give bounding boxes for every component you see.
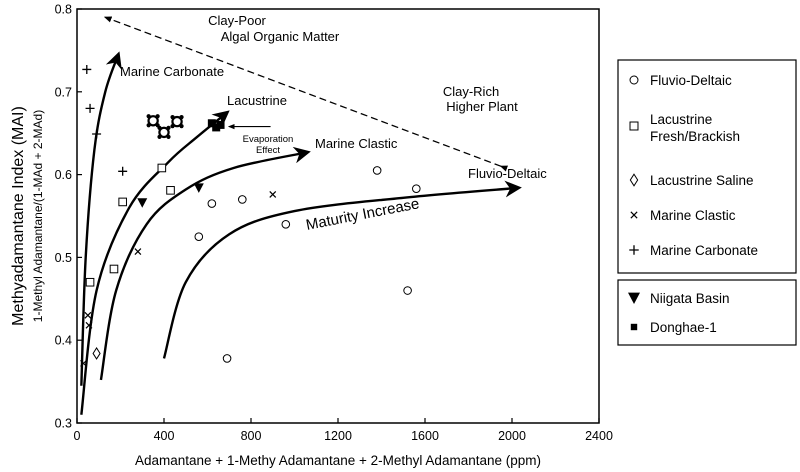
data-point: [157, 163, 167, 173]
data-point: [92, 129, 102, 139]
y-tick-label: 0.3: [55, 417, 72, 431]
x-tick-label: 1200: [324, 429, 352, 443]
special-point: [157, 125, 171, 139]
data-point: [194, 232, 204, 241]
data-point: [193, 183, 204, 193]
data-point: [372, 166, 382, 175]
legend: Fluvio-Deltaic Lacustrine Fresh/Brackish La…: [617, 59, 797, 346]
y-tick-label: 0.4: [55, 334, 72, 348]
annotation-clay-poor-1: Clay-Poor: [208, 13, 266, 28]
data-point: [118, 166, 128, 176]
annotation-evaporation-2: Effect: [256, 145, 280, 156]
data-point: [216, 120, 225, 129]
legend-label: Marine Carbonate: [650, 243, 758, 258]
x-tick-label: 400: [154, 429, 175, 443]
y-tick-label: 0.6: [55, 168, 72, 182]
legend-label: Lacustrine Saline: [650, 173, 754, 188]
legend-box-1: [617, 59, 797, 274]
y-tick-label: 0.8: [55, 3, 72, 17]
data-point: [82, 64, 92, 74]
trend-curve-fluvio-deltaic: [162, 180, 522, 359]
legend-marker: [629, 173, 639, 187]
special-point-ring: [158, 126, 170, 139]
legend-label: Niigata Basin: [650, 291, 730, 306]
special-point: [170, 115, 184, 129]
data-point: [403, 286, 412, 295]
legend-label: Marine Clastic: [650, 208, 736, 223]
data-point: [80, 359, 87, 367]
x-tick-label: 1600: [411, 429, 439, 443]
x-tick-label: 2000: [498, 429, 526, 443]
annotation-fluvio-deltaic: Fluvio-Deltaic: [468, 166, 547, 181]
data-point: [85, 321, 93, 329]
data-point: [84, 311, 92, 319]
legend-marker: [630, 323, 638, 331]
y-tick-label: 0.5: [55, 251, 72, 265]
y-tick-label: 0.7: [55, 85, 72, 99]
data-point: [212, 123, 221, 132]
legend-label: Fluvio-Deltaic: [650, 73, 732, 88]
special-point-ring: [171, 115, 183, 128]
data-point: [85, 277, 95, 287]
axis-ticks: 0 400 800 1200 1600 2000 2400 0.3 0.4 0.5 0.6 0.7 0.…: [55, 3, 613, 444]
special-point-ring: [147, 115, 159, 127]
data-point: [109, 264, 119, 274]
x-tick-label: 800: [241, 429, 262, 443]
annotation-marine-carbonate: Marine Carbonate: [120, 64, 224, 79]
data-point: [166, 186, 175, 195]
x-tick-label: 2400: [585, 429, 613, 443]
data-point: [412, 184, 421, 193]
data-point: [238, 195, 247, 204]
legend-label: Lacustrine: [650, 112, 712, 127]
data-point: [281, 219, 291, 229]
legend-marker: [629, 245, 639, 255]
dashed-trend-arrow: [103, 16, 509, 172]
data-point: [269, 191, 277, 198]
annotation-clay-poor-2: Algal Organic Matter: [221, 29, 340, 44]
legend-box-2: [617, 279, 797, 346]
annotation-clay-rich-1: Clay-Rich: [443, 84, 499, 99]
legend-marker: [629, 121, 639, 131]
annotation-marine-clastic: Marine Clastic: [315, 136, 398, 151]
data-point: [134, 248, 142, 256]
legend-marker: [630, 211, 638, 219]
data-point: [92, 347, 101, 360]
legend-label: Fresh/Brackish: [650, 129, 740, 144]
data-point: [137, 198, 148, 208]
data-point: [222, 354, 232, 363]
data-point: [207, 119, 216, 128]
annotation-clay-rich-2: Higher Plant: [446, 99, 518, 114]
data-point: [207, 199, 217, 208]
trend-curve-marine-carbonate: [80, 51, 122, 386]
data-point: [85, 103, 95, 113]
legend-label: Donghae-1: [650, 320, 717, 335]
legend-marker: [628, 292, 640, 304]
trend-curve-marine-clastic: [99, 146, 311, 381]
data-point: [118, 197, 127, 207]
x-axis-label: Adamantane + 1-Methy Adamantane + 2-Meth…: [135, 453, 541, 468]
y-axis-sublabel: 1-Methyl Adamantane/(1-MAd + 2-MAd): [31, 110, 45, 322]
annotation-evaporation-1: Evaporation: [243, 134, 294, 145]
legend-marker: [629, 75, 639, 85]
x-tick-label: 0: [74, 429, 81, 443]
special-point: [146, 114, 160, 128]
annotation-lacustrine: Lacustrine: [227, 93, 287, 108]
y-axis-label: Methyadamantane Index (MAI): [10, 106, 27, 326]
data-points: [80, 64, 421, 367]
annotations: Clay-Poor Algal Organic Matter Clay-Rich…: [120, 13, 547, 234]
trend-curves: [80, 16, 522, 415]
